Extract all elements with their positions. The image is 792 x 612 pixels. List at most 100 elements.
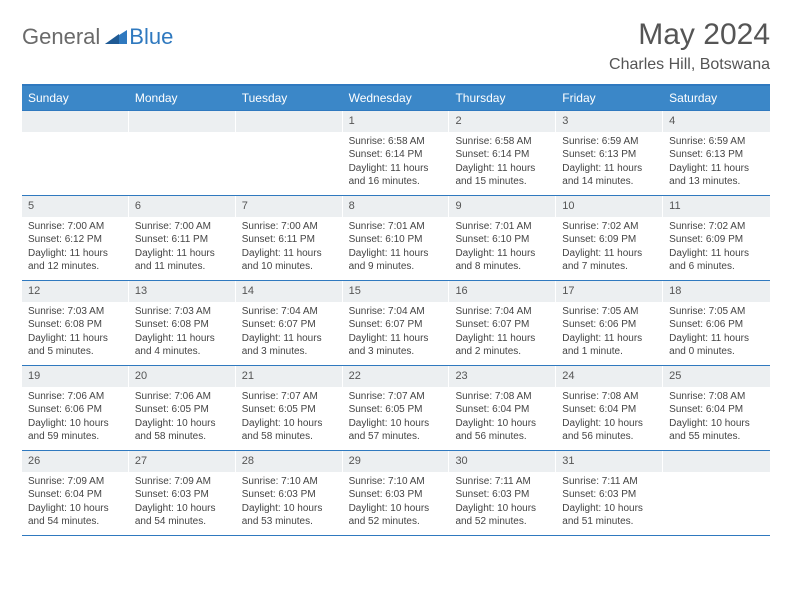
day-cell	[129, 111, 236, 195]
day-cell: 22Sunrise: 7:07 AMSunset: 6:05 PMDayligh…	[343, 366, 450, 450]
header: General Blue May 2024 Charles Hill, Bots…	[22, 18, 770, 74]
day-cell: 26Sunrise: 7:09 AMSunset: 6:04 PMDayligh…	[22, 451, 129, 535]
day-body: Sunrise: 7:10 AMSunset: 6:03 PMDaylight:…	[343, 472, 450, 535]
sunrise-text: Sunrise: 7:00 AM	[135, 220, 230, 234]
sunrise-text: Sunrise: 7:00 AM	[28, 220, 123, 234]
day-cell: 14Sunrise: 7:04 AMSunset: 6:07 PMDayligh…	[236, 281, 343, 365]
day-cell: 20Sunrise: 7:06 AMSunset: 6:05 PMDayligh…	[129, 366, 236, 450]
day-body: Sunrise: 7:04 AMSunset: 6:07 PMDaylight:…	[343, 302, 450, 365]
day-number: 19	[22, 366, 129, 387]
day-cell: 27Sunrise: 7:09 AMSunset: 6:03 PMDayligh…	[129, 451, 236, 535]
sunrise-text: Sunrise: 7:10 AM	[349, 475, 444, 489]
title-block: May 2024 Charles Hill, Botswana	[609, 18, 770, 74]
day-body: Sunrise: 7:06 AMSunset: 6:05 PMDaylight:…	[129, 387, 236, 450]
daylight-text: Daylight: 11 hours and 6 minutes.	[669, 247, 764, 274]
day-number: 25	[663, 366, 770, 387]
day-header: Thursday	[449, 86, 556, 110]
sunrise-text: Sunrise: 7:06 AM	[28, 390, 123, 404]
daylight-text: Daylight: 10 hours and 52 minutes.	[349, 502, 444, 529]
sunrise-text: Sunrise: 7:11 AM	[455, 475, 550, 489]
day-number: 2	[449, 111, 556, 132]
logo-text-general: General	[22, 24, 100, 50]
day-cell	[22, 111, 129, 195]
daylight-text: Daylight: 10 hours and 57 minutes.	[349, 417, 444, 444]
day-number: 22	[343, 366, 450, 387]
day-body: Sunrise: 7:03 AMSunset: 6:08 PMDaylight:…	[129, 302, 236, 365]
day-cell: 10Sunrise: 7:02 AMSunset: 6:09 PMDayligh…	[556, 196, 663, 280]
day-body	[129, 132, 236, 141]
daylight-text: Daylight: 10 hours and 51 minutes.	[562, 502, 657, 529]
day-number: 9	[449, 196, 556, 217]
daylight-text: Daylight: 11 hours and 8 minutes.	[455, 247, 550, 274]
day-cell: 21Sunrise: 7:07 AMSunset: 6:05 PMDayligh…	[236, 366, 343, 450]
day-body: Sunrise: 7:08 AMSunset: 6:04 PMDaylight:…	[663, 387, 770, 450]
day-body: Sunrise: 7:06 AMSunset: 6:06 PMDaylight:…	[22, 387, 129, 450]
daylight-text: Daylight: 11 hours and 13 minutes.	[669, 162, 764, 189]
day-body: Sunrise: 7:09 AMSunset: 6:04 PMDaylight:…	[22, 472, 129, 535]
day-body: Sunrise: 7:02 AMSunset: 6:09 PMDaylight:…	[663, 217, 770, 280]
day-cell: 17Sunrise: 7:05 AMSunset: 6:06 PMDayligh…	[556, 281, 663, 365]
sunset-text: Sunset: 6:07 PM	[455, 318, 550, 332]
day-number: 3	[556, 111, 663, 132]
day-header: Tuesday	[236, 86, 343, 110]
daylight-text: Daylight: 11 hours and 15 minutes.	[455, 162, 550, 189]
sunset-text: Sunset: 6:04 PM	[28, 488, 123, 502]
sunset-text: Sunset: 6:09 PM	[562, 233, 657, 247]
daylight-text: Daylight: 10 hours and 59 minutes.	[28, 417, 123, 444]
day-number	[663, 451, 770, 472]
sunrise-text: Sunrise: 7:02 AM	[669, 220, 764, 234]
daylight-text: Daylight: 10 hours and 54 minutes.	[135, 502, 230, 529]
day-cell: 30Sunrise: 7:11 AMSunset: 6:03 PMDayligh…	[449, 451, 556, 535]
sunrise-text: Sunrise: 7:05 AM	[562, 305, 657, 319]
day-number: 27	[129, 451, 236, 472]
daylight-text: Daylight: 10 hours and 58 minutes.	[135, 417, 230, 444]
sunset-text: Sunset: 6:03 PM	[349, 488, 444, 502]
sunset-text: Sunset: 6:13 PM	[562, 148, 657, 162]
day-cell: 1Sunrise: 6:58 AMSunset: 6:14 PMDaylight…	[343, 111, 450, 195]
day-header-row: Sunday Monday Tuesday Wednesday Thursday…	[22, 86, 770, 110]
day-body: Sunrise: 7:08 AMSunset: 6:04 PMDaylight:…	[449, 387, 556, 450]
day-cell: 6Sunrise: 7:00 AMSunset: 6:11 PMDaylight…	[129, 196, 236, 280]
sunset-text: Sunset: 6:08 PM	[28, 318, 123, 332]
day-number: 1	[343, 111, 450, 132]
day-body: Sunrise: 7:07 AMSunset: 6:05 PMDaylight:…	[236, 387, 343, 450]
daylight-text: Daylight: 11 hours and 1 minute.	[562, 332, 657, 359]
day-body	[22, 132, 129, 141]
day-cell	[236, 111, 343, 195]
daylight-text: Daylight: 11 hours and 14 minutes.	[562, 162, 657, 189]
weeks-container: 1Sunrise: 6:58 AMSunset: 6:14 PMDaylight…	[22, 110, 770, 535]
day-body: Sunrise: 7:01 AMSunset: 6:10 PMDaylight:…	[343, 217, 450, 280]
day-number: 28	[236, 451, 343, 472]
daylight-text: Daylight: 11 hours and 2 minutes.	[455, 332, 550, 359]
sunrise-text: Sunrise: 7:02 AM	[562, 220, 657, 234]
day-cell: 31Sunrise: 7:11 AMSunset: 6:03 PMDayligh…	[556, 451, 663, 535]
sunset-text: Sunset: 6:03 PM	[135, 488, 230, 502]
day-body: Sunrise: 6:58 AMSunset: 6:14 PMDaylight:…	[449, 132, 556, 195]
day-body: Sunrise: 7:04 AMSunset: 6:07 PMDaylight:…	[449, 302, 556, 365]
sunrise-text: Sunrise: 7:11 AM	[562, 475, 657, 489]
sunrise-text: Sunrise: 7:04 AM	[349, 305, 444, 319]
sunrise-text: Sunrise: 7:03 AM	[135, 305, 230, 319]
day-number	[22, 111, 129, 132]
day-cell: 16Sunrise: 7:04 AMSunset: 6:07 PMDayligh…	[449, 281, 556, 365]
logo-triangle-icon	[105, 28, 127, 49]
sunrise-text: Sunrise: 6:58 AM	[349, 135, 444, 149]
day-body: Sunrise: 7:07 AMSunset: 6:05 PMDaylight:…	[343, 387, 450, 450]
daylight-text: Daylight: 11 hours and 9 minutes.	[349, 247, 444, 274]
sunset-text: Sunset: 6:07 PM	[349, 318, 444, 332]
day-cell: 7Sunrise: 7:00 AMSunset: 6:11 PMDaylight…	[236, 196, 343, 280]
day-cell: 3Sunrise: 6:59 AMSunset: 6:13 PMDaylight…	[556, 111, 663, 195]
sunrise-text: Sunrise: 6:59 AM	[669, 135, 764, 149]
day-header: Monday	[129, 86, 236, 110]
daylight-text: Daylight: 10 hours and 56 minutes.	[562, 417, 657, 444]
sunset-text: Sunset: 6:05 PM	[242, 403, 337, 417]
daylight-text: Daylight: 10 hours and 56 minutes.	[455, 417, 550, 444]
daylight-text: Daylight: 11 hours and 7 minutes.	[562, 247, 657, 274]
day-body: Sunrise: 6:59 AMSunset: 6:13 PMDaylight:…	[663, 132, 770, 195]
sunset-text: Sunset: 6:07 PM	[242, 318, 337, 332]
sunset-text: Sunset: 6:05 PM	[135, 403, 230, 417]
day-body: Sunrise: 6:59 AMSunset: 6:13 PMDaylight:…	[556, 132, 663, 195]
day-number	[236, 111, 343, 132]
sunrise-text: Sunrise: 7:08 AM	[669, 390, 764, 404]
day-body: Sunrise: 7:11 AMSunset: 6:03 PMDaylight:…	[449, 472, 556, 535]
